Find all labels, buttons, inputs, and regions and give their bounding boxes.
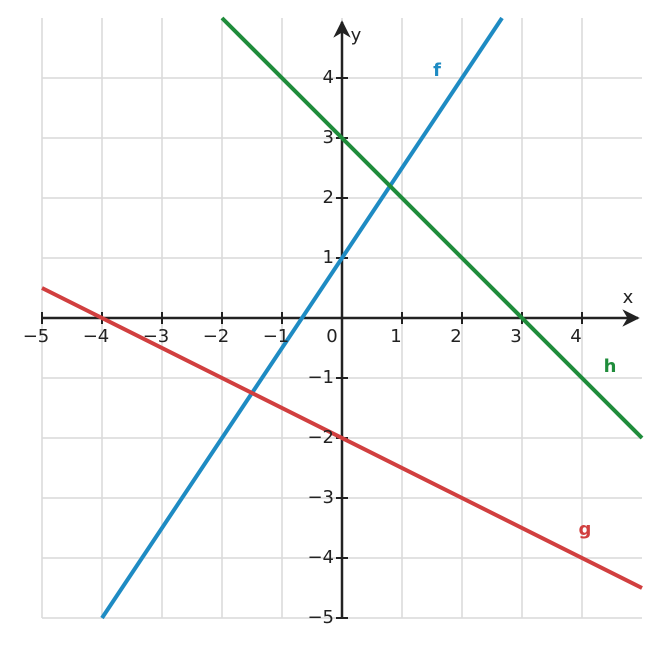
line-h: [220, 16, 644, 440]
y-axis-label: y: [351, 25, 362, 46]
line-f: [100, 16, 504, 620]
y-tick-label: 2: [323, 187, 334, 208]
x-tick-label: −3: [143, 326, 170, 347]
x-tick-label: 1: [390, 326, 401, 347]
x-tick-label: −1: [263, 326, 290, 347]
y-tick-label: 1: [323, 247, 334, 268]
x-axis-label: x: [623, 287, 634, 308]
x-tick-label: 3: [510, 326, 521, 347]
y-tick-label: 4: [323, 67, 334, 88]
x-tick-label: 2: [450, 326, 461, 347]
y-tick-label: −3: [307, 487, 334, 508]
line-g: [41, 286, 643, 590]
y-tick-label: −4: [307, 547, 334, 568]
series-label: f: [433, 60, 441, 81]
series-label: g: [579, 519, 592, 540]
x-tick-label: −2: [203, 326, 230, 347]
y-tick-label: −5: [307, 607, 334, 628]
y-tick-label: −2: [307, 427, 334, 448]
series-label: h: [604, 356, 617, 377]
x-tick-label: −5: [23, 326, 50, 347]
x-tick-label: 0: [326, 326, 337, 347]
y-tick-label: 3: [323, 127, 334, 148]
y-tick-label: −1: [307, 367, 334, 388]
x-tick-label: 4: [570, 326, 581, 347]
x-tick-label: −4: [83, 326, 110, 347]
